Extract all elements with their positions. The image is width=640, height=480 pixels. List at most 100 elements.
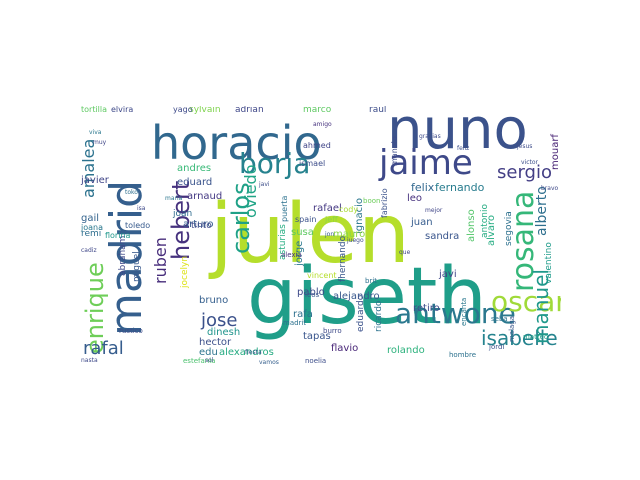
word: arnaud	[187, 191, 223, 202]
word: tinto	[191, 221, 212, 231]
word: alonso	[466, 209, 477, 242]
word: rafal	[83, 338, 124, 359]
word: jordi	[489, 343, 505, 351]
word: yago	[173, 106, 193, 114]
word: boon	[363, 197, 381, 205]
word: sol	[205, 357, 214, 364]
word: mejor	[425, 207, 443, 214]
word: burro	[323, 327, 342, 335]
word: victor	[521, 159, 539, 166]
word: rafael	[313, 203, 342, 214]
word: alexandros	[219, 347, 274, 358]
word: ruben	[151, 237, 170, 284]
word: mouarf	[550, 134, 561, 170]
word: joan	[173, 209, 193, 219]
word: fabrizio	[380, 188, 389, 218]
word: javi	[439, 269, 457, 280]
word: joana	[81, 223, 103, 232]
word: felix	[411, 181, 435, 194]
word: miguel	[132, 251, 142, 282]
word: puerta	[280, 195, 289, 222]
word: jaime	[379, 143, 473, 183]
word: alejandro	[333, 291, 380, 302]
word: spain	[295, 215, 317, 224]
word: gracias	[419, 133, 441, 140]
word: cody	[339, 205, 359, 214]
word: rafa	[293, 309, 313, 320]
word: rolando	[387, 345, 425, 356]
word: bruno	[199, 295, 229, 306]
word: viva	[89, 129, 102, 136]
word: remi	[81, 229, 102, 239]
word: nasta	[81, 357, 98, 364]
word: tapas	[303, 331, 331, 342]
word: jose	[201, 310, 238, 331]
word: oscar	[491, 285, 561, 318]
word: oviedo	[241, 164, 260, 219]
word: leo	[407, 193, 423, 204]
word: malaga	[508, 315, 516, 342]
word: giseth	[247, 252, 487, 342]
word: matteo	[523, 333, 549, 341]
word: jesus	[517, 143, 533, 150]
word: encanta	[460, 297, 468, 326]
word: jeff	[325, 215, 338, 224]
word: alberto	[534, 186, 550, 236]
word: que	[399, 249, 411, 256]
word: sandra	[425, 231, 460, 242]
word: eduard	[177, 177, 213, 188]
word: nuno	[387, 106, 528, 162]
word: raul	[369, 106, 387, 115]
word: edu	[199, 347, 218, 358]
word: fernando	[435, 181, 485, 194]
word: isa	[137, 205, 146, 212]
word: ismael	[299, 159, 326, 168]
word: javi	[259, 181, 270, 188]
word: rustico	[119, 327, 143, 335]
word: amigo	[313, 121, 332, 128]
word: marco	[303, 106, 332, 115]
word: mauro	[333, 229, 366, 240]
word: jocelyn	[180, 255, 190, 288]
word: jon	[325, 231, 335, 238]
word: cadiz	[81, 247, 97, 254]
word: horacio	[151, 116, 322, 170]
word: feliz	[457, 145, 470, 152]
word: juan	[411, 217, 433, 228]
word: sylvain	[189, 106, 221, 115]
word: seba	[491, 315, 508, 323]
word: madrit	[283, 319, 307, 327]
word: isabelle	[481, 326, 558, 350]
word: leos	[305, 291, 320, 299]
word: dinesh	[207, 327, 241, 338]
word: javier	[81, 175, 109, 186]
word: adrian	[235, 106, 264, 115]
word: borja	[239, 147, 311, 180]
word: julen	[210, 187, 410, 282]
word: hombre	[449, 351, 477, 359]
word: segovia	[504, 211, 514, 246]
word: antwone	[395, 297, 516, 330]
word: noelia	[305, 357, 327, 365]
word: pablo	[297, 287, 325, 298]
word: ahmed	[303, 141, 331, 150]
word: elvira	[111, 106, 134, 114]
word: juego	[347, 237, 364, 244]
word-cloud: julen giseth nuno horacio madrid jaime r…	[77, 106, 561, 368]
word: tortilla	[81, 106, 108, 114]
word: susa	[291, 227, 314, 238]
word: estefania	[183, 357, 216, 365]
word: toko	[125, 189, 138, 196]
word: alexia	[281, 251, 302, 259]
word: antonio	[480, 204, 490, 238]
word: bravo	[541, 185, 559, 192]
word: brit	[365, 277, 378, 285]
word: vamos	[259, 359, 279, 366]
word: gail	[81, 213, 100, 224]
word: flavio	[331, 343, 359, 354]
word: eduardo	[356, 294, 366, 332]
word: toledo	[125, 221, 151, 230]
word: muy	[93, 139, 107, 146]
word: retiro	[413, 303, 440, 314]
word: arturo	[183, 219, 214, 230]
